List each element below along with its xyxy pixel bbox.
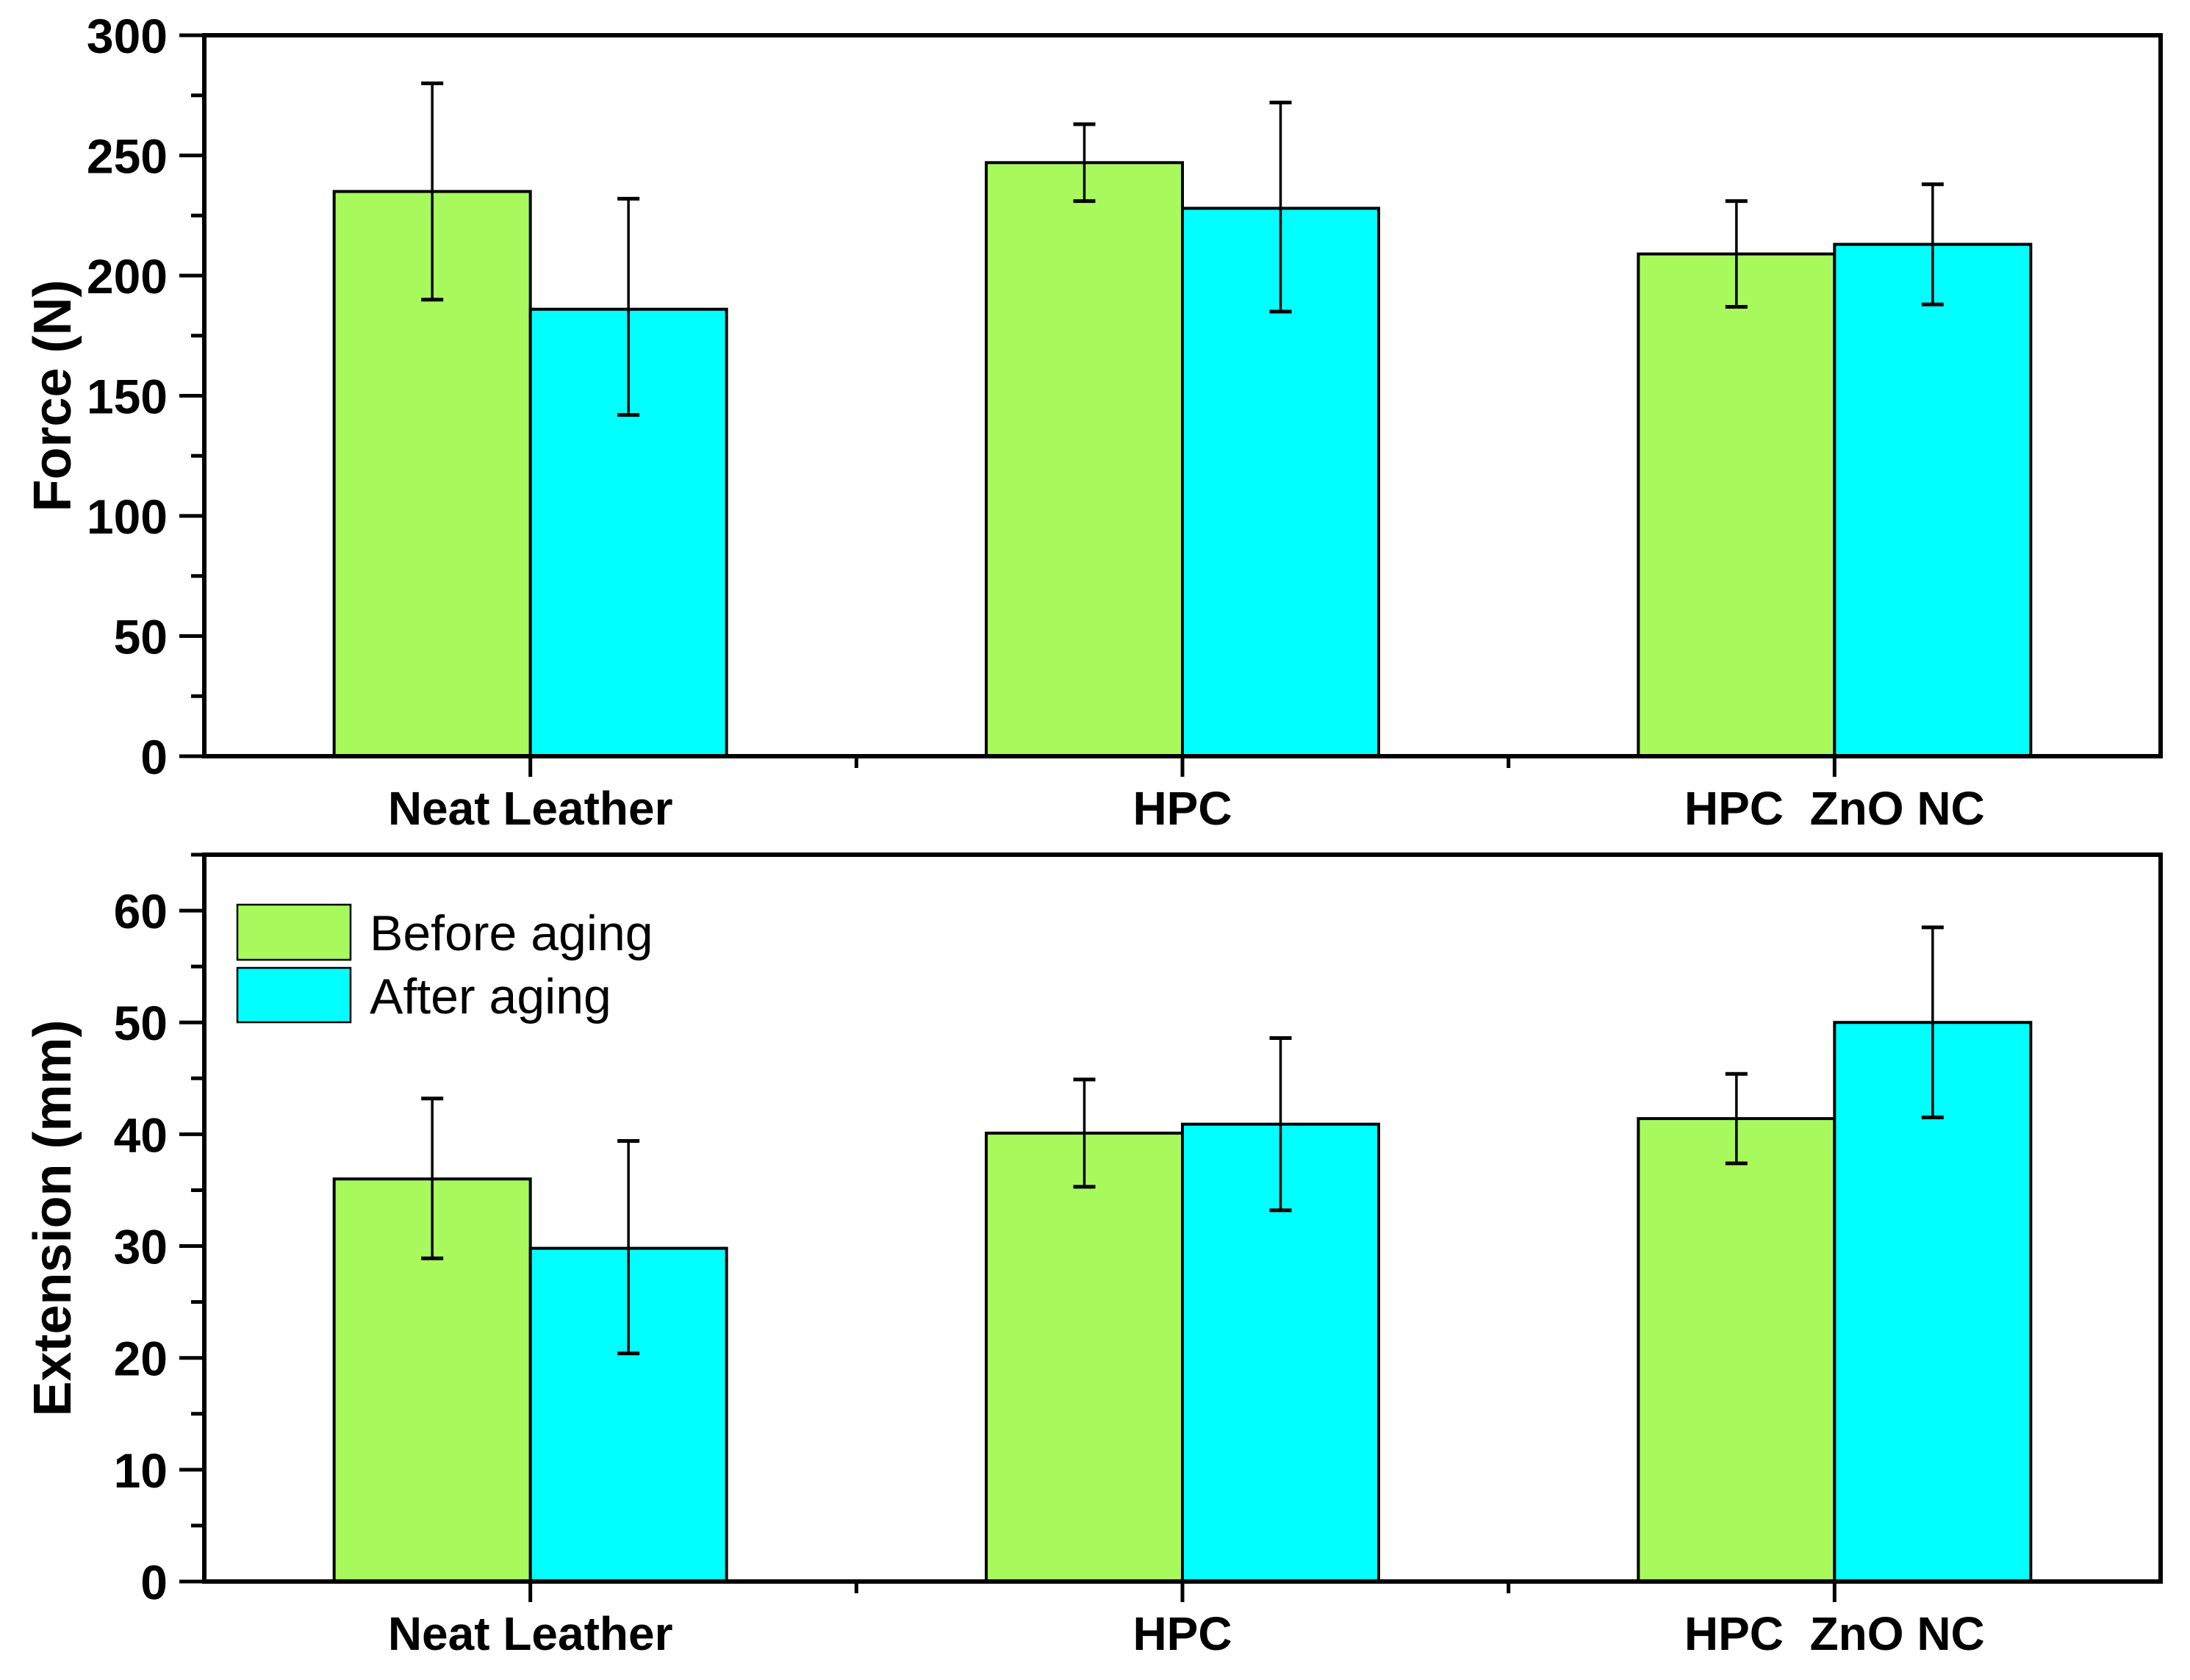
force-chart-category-label: Neat Leather [388, 782, 673, 835]
legend-label-after-aging: After aging [370, 969, 611, 1024]
extension-chart-ytick-label: 50 [114, 996, 168, 1050]
extension-chart-category-label: Neat Leather [388, 1607, 673, 1660]
force-chart-ytick-label: 250 [87, 129, 168, 184]
extension-chart-ytick-label: 20 [114, 1332, 168, 1386]
force-chart-ytick-label: 300 [87, 9, 168, 63]
legend-label-before-aging: Before aging [370, 905, 653, 961]
force-chart-category-label: HPC ZnO NC [1684, 782, 1985, 835]
legend-swatch-before-aging [236, 903, 352, 961]
extension-chart-ytick-label: 10 [114, 1443, 168, 1498]
force-chart-ytick-label: 50 [114, 610, 168, 664]
force-chart-category-label: HPC [1132, 782, 1232, 835]
extension-chart-bar-before-2 [1637, 1117, 1837, 1584]
force-chart-ytick-label: 150 [87, 370, 168, 424]
extension-chart-bar-before-1 [985, 1131, 1184, 1583]
extension-chart-ytick-label: 0 [140, 1555, 168, 1609]
force-chart-bar-before-1 [985, 161, 1184, 758]
force-chart-ytick-label: 0 [140, 730, 168, 784]
extension-chart-category-label: HPC ZnO NC [1684, 1607, 1985, 1660]
force-chart-bar-before-2 [1637, 252, 1837, 758]
legend-swatch-after-aging [236, 966, 352, 1024]
extension-chart-y-axis-title: Extension (mm) [24, 1019, 82, 1416]
force-chart-ytick-label: 200 [87, 249, 168, 304]
force-chart-y-axis-title: Force (N) [24, 279, 82, 511]
extension-chart-ytick-label: 30 [114, 1220, 168, 1274]
force-chart-bar-after-2 [1833, 243, 2033, 758]
extension-chart-ytick-label: 40 [114, 1108, 168, 1162]
extension-chart-category-label: HPC [1132, 1607, 1232, 1660]
extension-chart-ytick-label: 60 [114, 884, 168, 938]
force-chart-ytick-label: 100 [87, 489, 168, 544]
